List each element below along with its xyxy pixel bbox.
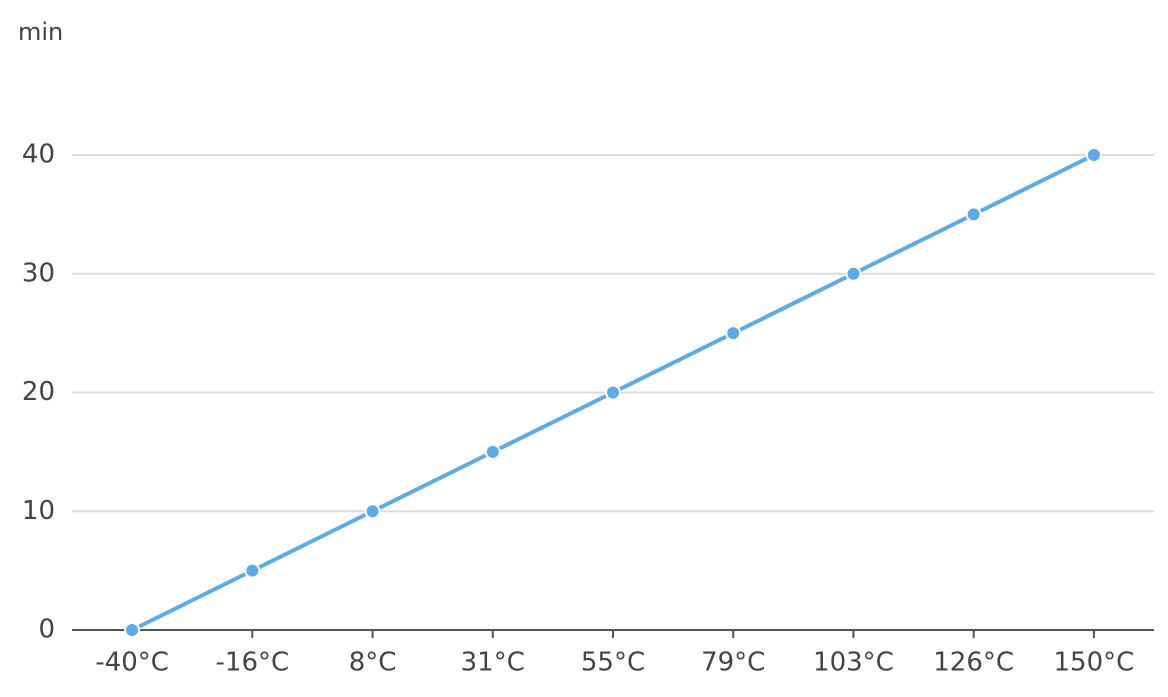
- y-tick-label: 40: [22, 140, 55, 170]
- point: [845, 265, 862, 282]
- x-tick-label: 31°C: [461, 648, 525, 678]
- y-tick-label: 10: [22, 496, 55, 526]
- point: [244, 562, 261, 579]
- y-axis-label: min: [18, 18, 63, 46]
- y-tick-label: 0: [38, 615, 55, 645]
- x-tick-label: -16°C: [216, 648, 290, 678]
- point: [605, 384, 621, 401]
- x-tick-label: 79°C: [701, 648, 765, 678]
- point: [965, 206, 982, 223]
- point: [364, 503, 381, 520]
- x-tick-label: 8°C: [349, 648, 397, 678]
- point: [484, 443, 501, 460]
- x-tick-label: 150°C: [1053, 648, 1134, 678]
- x-tick-label: -40°C: [95, 648, 169, 678]
- point: [725, 325, 742, 342]
- point: [1085, 147, 1102, 163]
- y-tick-label: 30: [22, 258, 55, 288]
- x-tick-label: 126°C: [933, 648, 1014, 678]
- x-tick-label: 55°C: [581, 648, 645, 678]
- y-tick-label: 20: [22, 377, 55, 407]
- point: [124, 622, 141, 638]
- x-tick-label: 103°C: [813, 648, 894, 678]
